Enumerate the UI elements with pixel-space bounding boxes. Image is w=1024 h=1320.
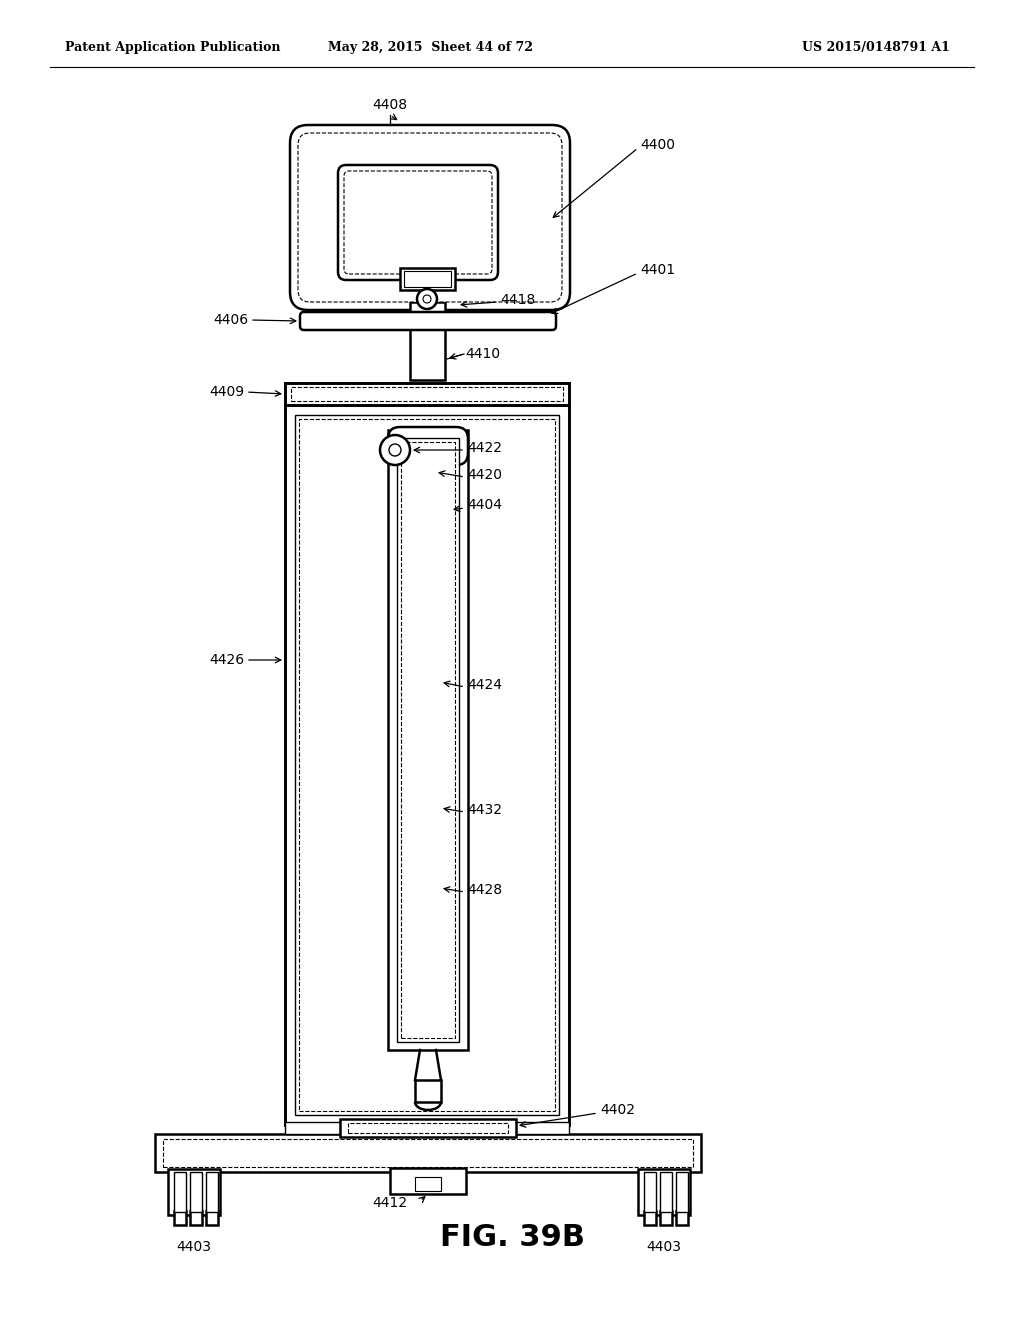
Text: 4400: 4400 bbox=[640, 139, 675, 152]
Text: 4420: 4420 bbox=[467, 469, 502, 482]
Bar bbox=[340, 1119, 516, 1137]
Bar bbox=[163, 1139, 693, 1167]
Text: May 28, 2015  Sheet 44 of 72: May 28, 2015 Sheet 44 of 72 bbox=[328, 41, 532, 54]
Bar bbox=[410, 327, 445, 380]
Circle shape bbox=[423, 294, 431, 304]
Bar bbox=[397, 438, 459, 1041]
Bar bbox=[644, 1210, 656, 1225]
Text: 4418: 4418 bbox=[500, 293, 536, 308]
Bar bbox=[415, 1177, 441, 1191]
Bar bbox=[190, 1172, 202, 1212]
Bar bbox=[206, 1172, 218, 1212]
Bar bbox=[660, 1172, 672, 1212]
Bar bbox=[285, 405, 569, 1125]
Bar bbox=[285, 1122, 340, 1134]
Bar bbox=[285, 383, 569, 405]
Text: 4424: 4424 bbox=[467, 678, 502, 692]
Bar bbox=[644, 1172, 656, 1212]
Circle shape bbox=[380, 436, 410, 465]
Bar bbox=[295, 414, 559, 1115]
Bar bbox=[190, 1210, 202, 1225]
Bar bbox=[388, 430, 468, 1049]
Text: 4432: 4432 bbox=[467, 803, 502, 817]
Text: 4403: 4403 bbox=[176, 1239, 212, 1254]
Text: 4403: 4403 bbox=[646, 1239, 682, 1254]
Text: 4409: 4409 bbox=[209, 385, 244, 399]
FancyBboxPatch shape bbox=[388, 426, 468, 465]
Bar bbox=[410, 302, 445, 319]
Text: Patent Application Publication: Patent Application Publication bbox=[65, 41, 281, 54]
Bar bbox=[676, 1172, 688, 1212]
Bar bbox=[390, 1168, 466, 1195]
Text: 4412: 4412 bbox=[373, 1196, 408, 1210]
FancyBboxPatch shape bbox=[344, 172, 492, 275]
Text: FIG. 39B: FIG. 39B bbox=[439, 1224, 585, 1253]
Bar bbox=[516, 1122, 569, 1134]
Bar bbox=[174, 1210, 186, 1225]
Bar bbox=[660, 1210, 672, 1225]
FancyBboxPatch shape bbox=[290, 125, 570, 310]
FancyBboxPatch shape bbox=[338, 165, 498, 280]
Text: 4426: 4426 bbox=[209, 653, 244, 667]
Bar bbox=[299, 418, 555, 1111]
FancyBboxPatch shape bbox=[298, 133, 562, 302]
Text: 4401: 4401 bbox=[640, 263, 675, 277]
Bar bbox=[168, 1170, 220, 1214]
Text: 4410: 4410 bbox=[465, 347, 500, 360]
Circle shape bbox=[417, 289, 437, 309]
Bar bbox=[400, 268, 455, 290]
Bar bbox=[404, 271, 451, 286]
Bar bbox=[638, 1170, 690, 1214]
Bar bbox=[155, 1134, 701, 1172]
Text: 4402: 4402 bbox=[600, 1104, 635, 1117]
Text: 4406: 4406 bbox=[213, 313, 248, 327]
Bar bbox=[291, 387, 563, 401]
Bar bbox=[676, 1210, 688, 1225]
Text: 4408: 4408 bbox=[373, 98, 408, 112]
Bar bbox=[348, 1123, 508, 1133]
Text: 4428: 4428 bbox=[467, 883, 502, 898]
Circle shape bbox=[389, 444, 401, 455]
Bar bbox=[415, 1080, 441, 1102]
Bar bbox=[206, 1210, 218, 1225]
Text: US 2015/0148791 A1: US 2015/0148791 A1 bbox=[802, 41, 950, 54]
Bar bbox=[174, 1172, 186, 1212]
FancyBboxPatch shape bbox=[300, 312, 556, 330]
Text: 4404: 4404 bbox=[467, 498, 502, 512]
Bar bbox=[401, 442, 455, 1038]
Text: 4422: 4422 bbox=[467, 441, 502, 455]
